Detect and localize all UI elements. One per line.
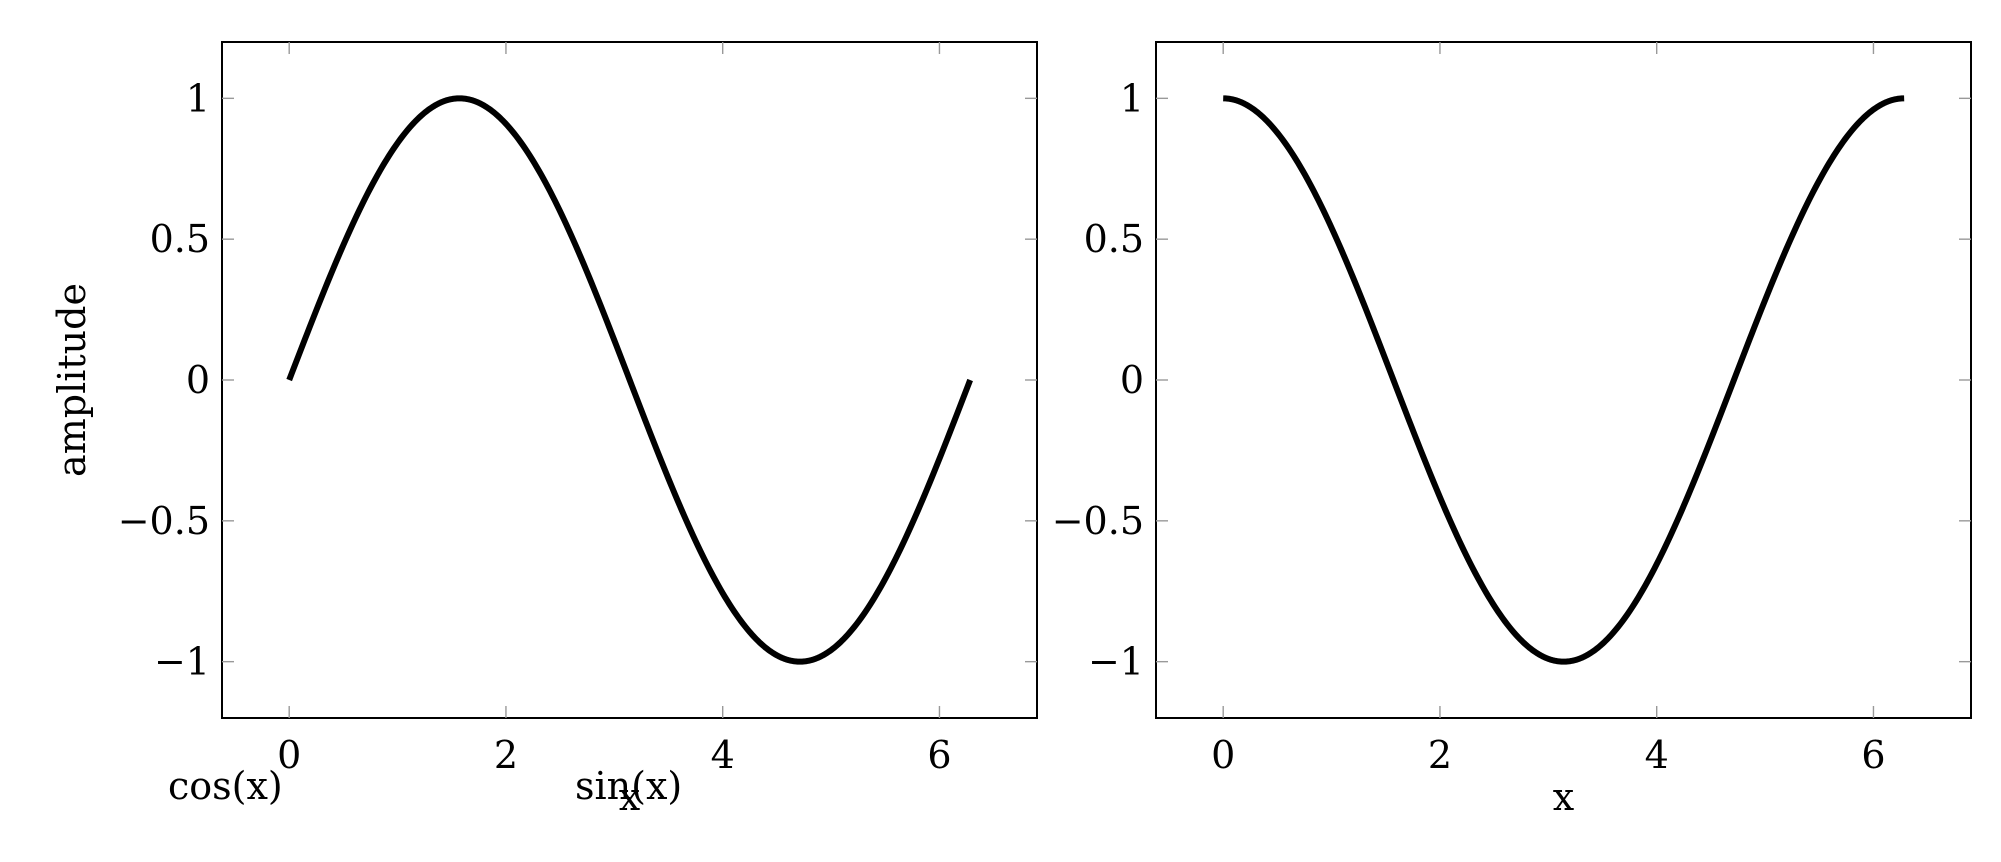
x-tick-label: 4 xyxy=(1645,733,1669,777)
y-tick-label: 0.5 xyxy=(150,217,210,261)
x-tick-label: 0 xyxy=(277,733,301,777)
x-tick-label: 0 xyxy=(1211,733,1235,777)
legend-entry-sin: sin(x) xyxy=(575,764,682,808)
x-tick-label: 2 xyxy=(1428,733,1452,777)
x-axis-label: x xyxy=(619,775,640,819)
y-tick-label: −1 xyxy=(154,640,210,684)
y-tick-label: 0 xyxy=(1120,358,1144,402)
x-tick-label: 2 xyxy=(494,733,518,777)
x-axis-label: x xyxy=(1553,775,1574,819)
right-subplot: 0 2 4 6 −1 −0.5 0 0.5 1 x xyxy=(1052,41,1972,819)
y-tick-label: −1 xyxy=(1088,640,1144,684)
legend-entry-cos: cos(x) xyxy=(168,764,283,808)
y-tick-label: 1 xyxy=(1120,76,1144,120)
legend: cos(x) sin(x) xyxy=(168,764,682,808)
y-tick-label: 0.5 xyxy=(1084,217,1144,261)
left-subplot: 0 2 4 6 −1 −0.5 0 0.5 1 x amplitude xyxy=(50,41,1038,819)
x-tick-label: 4 xyxy=(711,733,735,777)
y-tick-label: −0.5 xyxy=(118,499,210,543)
y-tick-label: 1 xyxy=(186,76,210,120)
y-axis-label: amplitude xyxy=(50,283,94,477)
plot-frame xyxy=(1155,41,1972,719)
x-tick-label: 6 xyxy=(927,733,951,777)
cos-series-line xyxy=(1222,95,1905,665)
x-tick-label: 6 xyxy=(1861,733,1885,777)
y-tick-label: 0 xyxy=(186,358,210,402)
sin-series-line xyxy=(286,95,973,665)
y-tick-label: −0.5 xyxy=(1052,499,1144,543)
